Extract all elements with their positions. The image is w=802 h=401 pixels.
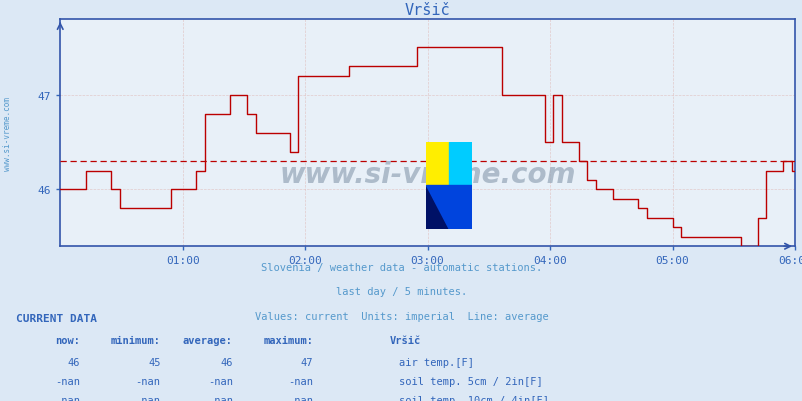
Bar xyxy=(448,186,472,230)
Text: Slovenia / weather data - automatic stations.: Slovenia / weather data - automatic stat… xyxy=(261,263,541,273)
Text: -nan: -nan xyxy=(136,376,160,386)
Bar xyxy=(425,142,448,186)
Title: Vršič: Vršič xyxy=(404,2,450,18)
Text: www.si-vreme.com: www.si-vreme.com xyxy=(2,96,12,170)
Text: average:: average: xyxy=(183,335,233,345)
Text: www.si-vreme.com: www.si-vreme.com xyxy=(279,160,575,188)
Text: soil temp. 10cm / 4in[F]: soil temp. 10cm / 4in[F] xyxy=(399,395,549,401)
Text: 46: 46 xyxy=(67,357,80,367)
Text: 46: 46 xyxy=(220,357,233,367)
Bar xyxy=(448,142,472,186)
Text: now:: now: xyxy=(55,335,80,345)
Text: last day / 5 minutes.: last day / 5 minutes. xyxy=(335,287,467,297)
Text: -nan: -nan xyxy=(288,395,313,401)
Polygon shape xyxy=(425,186,448,230)
Text: 45: 45 xyxy=(148,357,160,367)
Text: CURRENT DATA: CURRENT DATA xyxy=(16,313,97,323)
Text: -nan: -nan xyxy=(208,376,233,386)
Text: -nan: -nan xyxy=(55,376,80,386)
Text: -nan: -nan xyxy=(55,395,80,401)
Text: Values: current  Units: imperial  Line: average: Values: current Units: imperial Line: av… xyxy=(254,311,548,321)
Text: 47: 47 xyxy=(300,357,313,367)
Text: soil temp. 5cm / 2in[F]: soil temp. 5cm / 2in[F] xyxy=(399,376,542,386)
Text: minimum:: minimum: xyxy=(111,335,160,345)
Text: -nan: -nan xyxy=(208,395,233,401)
Text: -nan: -nan xyxy=(136,395,160,401)
Polygon shape xyxy=(425,186,448,230)
Text: Vršič: Vršič xyxy=(389,335,420,345)
Text: air temp.[F]: air temp.[F] xyxy=(399,357,473,367)
Text: maximum:: maximum: xyxy=(263,335,313,345)
Text: -nan: -nan xyxy=(288,376,313,386)
